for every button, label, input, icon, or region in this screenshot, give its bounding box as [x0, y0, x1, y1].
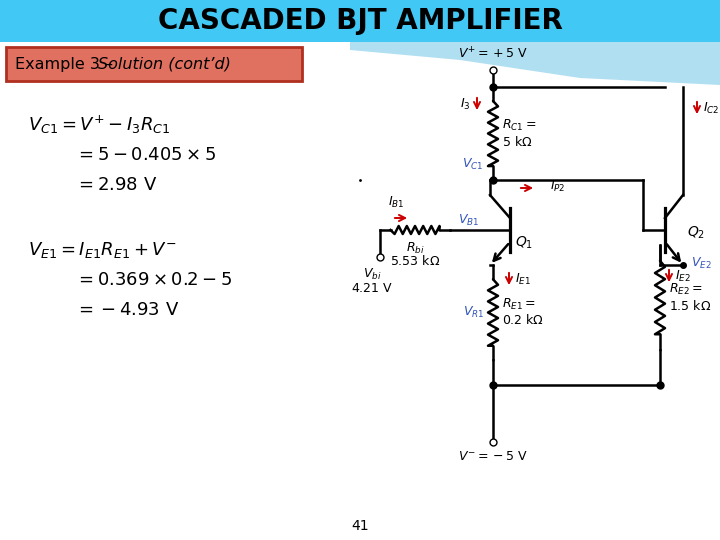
Text: $I_{P2}$: $I_{P2}$: [550, 179, 566, 194]
Text: $R_{C1} =$: $R_{C1} =$: [502, 118, 536, 133]
FancyBboxPatch shape: [6, 47, 302, 81]
Text: $V_{E2}$: $V_{E2}$: [691, 255, 711, 271]
Text: $V^{-} = -5\ \mathrm{V}$: $V^{-} = -5\ \mathrm{V}$: [458, 450, 528, 463]
Text: $Q_2$: $Q_2$: [687, 225, 705, 241]
Text: $V_{R1}$: $V_{R1}$: [463, 305, 484, 320]
FancyBboxPatch shape: [0, 0, 720, 42]
Text: $V_{bi}$: $V_{bi}$: [363, 267, 382, 282]
Text: $R_{E2} =$: $R_{E2} =$: [669, 282, 703, 297]
Text: $V_{E1} = I_{E1}R_{E1} + V^{-}$: $V_{E1} = I_{E1}R_{E1} + V^{-}$: [28, 240, 176, 260]
Text: $R_{E1} =$: $R_{E1} =$: [502, 297, 536, 312]
Text: $= -4.93\ \mathrm{V}$: $= -4.93\ \mathrm{V}$: [75, 301, 179, 319]
Text: $5.53\ \mathrm{k\Omega}$: $5.53\ \mathrm{k\Omega}$: [390, 254, 440, 268]
Text: $5\ \mathrm{k\Omega}$: $5\ \mathrm{k\Omega}$: [502, 134, 532, 149]
Text: $I_{E2}$: $I_{E2}$: [675, 268, 690, 284]
Text: $0.2\ \mathrm{k\Omega}$: $0.2\ \mathrm{k\Omega}$: [502, 314, 544, 327]
Text: $I_{E1}$: $I_{E1}$: [515, 272, 531, 287]
Text: CASCADED BJT AMPLIFIER: CASCADED BJT AMPLIFIER: [158, 7, 562, 35]
Text: $V_{B1}$: $V_{B1}$: [458, 212, 480, 227]
Text: 41: 41: [351, 519, 369, 533]
Text: $1.5\ \mathrm{k\Omega}$: $1.5\ \mathrm{k\Omega}$: [669, 299, 711, 313]
Text: $I_{C2}$: $I_{C2}$: [703, 100, 719, 116]
Text: Example 3 –: Example 3 –: [15, 57, 118, 71]
Polygon shape: [350, 42, 720, 85]
Text: $= 2.98\ \mathrm{V}$: $= 2.98\ \mathrm{V}$: [75, 176, 157, 194]
Text: $= 0.369\times0.2 - 5$: $= 0.369\times0.2 - 5$: [75, 271, 233, 289]
Text: $I_{B1}$: $I_{B1}$: [388, 195, 405, 210]
Text: $I_3$: $I_3$: [460, 97, 471, 112]
Text: $V_{C1} = V^{+} - I_3 R_{C1}$: $V_{C1} = V^{+} - I_3 R_{C1}$: [28, 114, 171, 136]
Text: $4.21\ \mathrm{V}$: $4.21\ \mathrm{V}$: [351, 282, 393, 295]
Text: $= 5 - 0.405\times5$: $= 5 - 0.405\times5$: [75, 146, 216, 164]
Text: $Q_1$: $Q_1$: [515, 235, 534, 252]
Text: $V_{C1}$: $V_{C1}$: [462, 157, 483, 172]
Text: Solution (cont’d): Solution (cont’d): [98, 57, 231, 71]
Text: $V^{+} = +5\ \mathrm{V}$: $V^{+} = +5\ \mathrm{V}$: [458, 46, 528, 62]
Text: $R_{bi}$: $R_{bi}$: [405, 241, 424, 256]
